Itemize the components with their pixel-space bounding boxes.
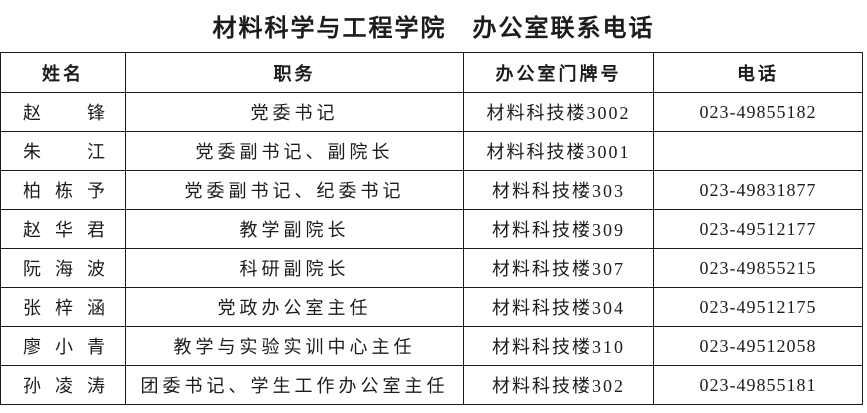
name-text: 张梓涵 (23, 298, 105, 318)
contact-table: 姓名 职务 办公室门牌号 电话 赵锋 党委书记 材料科技楼3002 023-49… (0, 52, 863, 405)
table-row: 孙凌涛 团委书记、学生工作办公室主任 材料科技楼302 023-49855181 (0, 365, 863, 405)
position-cell: 团委书记、学生工作办公室主任 (125, 365, 464, 405)
name-cell: 阮海波 (0, 248, 126, 288)
phone-cell: 023-49512058 (653, 326, 863, 366)
office-cell: 材料科技楼302 (463, 365, 654, 405)
office-cell: 材料科技楼3001 (463, 131, 654, 171)
phone-cell: 023-49855181 (653, 365, 863, 405)
name-text: 柏栋予 (23, 181, 105, 201)
office-cell: 材料科技楼309 (463, 209, 654, 249)
office-cell: 材料科技楼303 (463, 170, 654, 210)
phone-cell: 023-49831877 (653, 170, 863, 210)
column-header-position: 职务 (125, 52, 464, 93)
name-cell: 张梓涵 (0, 287, 126, 327)
name-text: 孙凌涛 (23, 376, 105, 396)
phone-cell: 023-49855182 (653, 92, 863, 132)
name-text: 赵华君 (23, 220, 105, 240)
column-header-office: 办公室门牌号 (463, 52, 654, 93)
table-row: 柏栋予 党委副书记、纪委书记 材料科技楼303 023-49831877 (0, 170, 863, 210)
office-cell: 材料科技楼307 (463, 248, 654, 288)
position-cell: 党委书记 (125, 92, 464, 132)
position-cell: 教学副院长 (125, 209, 464, 249)
name-cell: 孙凌涛 (0, 365, 126, 405)
phone-cell (653, 131, 863, 171)
page-title: 材料科学与工程学院 办公室联系电话 (212, 16, 655, 42)
name-cell: 廖小青 (0, 326, 126, 366)
table-row: 阮海波 科研副院长 材料科技楼307 023-49855215 (0, 248, 863, 288)
position-cell: 党政办公室主任 (125, 287, 464, 327)
header-row: 姓名 职务 办公室门牌号 电话 (0, 52, 863, 93)
name-text: 赵锋 (23, 103, 105, 123)
table-row: 赵锋 党委书记 材料科技楼3002 023-49855182 (0, 92, 863, 132)
position-cell: 教学与实验实训中心主任 (125, 326, 464, 366)
column-header-name: 姓名 (0, 52, 126, 93)
phone-cell: 023-49512175 (653, 287, 863, 327)
table-row: 赵华君 教学副院长 材料科技楼309 023-49512177 (0, 209, 863, 249)
name-cell: 柏栋予 (0, 170, 126, 210)
name-text: 廖小青 (23, 337, 105, 357)
name-cell: 朱江 (0, 131, 126, 171)
name-text: 阮海波 (23, 259, 105, 279)
column-header-phone: 电话 (653, 52, 863, 93)
position-cell: 科研副院长 (125, 248, 464, 288)
table-row: 廖小青 教学与实验实训中心主任 材料科技楼310 023-49512058 (0, 326, 863, 366)
office-cell: 材料科技楼310 (463, 326, 654, 366)
office-cell: 材料科技楼304 (463, 287, 654, 327)
name-text: 朱江 (23, 142, 105, 162)
table-header: 姓名 职务 办公室门牌号 电话 (0, 52, 863, 93)
phone-cell: 023-49512177 (653, 209, 863, 249)
table-row: 朱江 党委副书记、副院长 材料科技楼3001 (0, 131, 863, 171)
office-cell: 材料科技楼3002 (463, 92, 654, 132)
name-cell: 赵锋 (0, 92, 126, 132)
position-cell: 党委副书记、纪委书记 (125, 170, 464, 210)
name-cell: 赵华君 (0, 209, 126, 249)
table-body: 赵锋 党委书记 材料科技楼3002 023-49855182 朱江 党委副书记、… (0, 92, 863, 405)
table-row: 张梓涵 党政办公室主任 材料科技楼304 023-49512175 (0, 287, 863, 327)
position-cell: 党委副书记、副院长 (125, 131, 464, 171)
phone-cell: 023-49855215 (653, 248, 863, 288)
